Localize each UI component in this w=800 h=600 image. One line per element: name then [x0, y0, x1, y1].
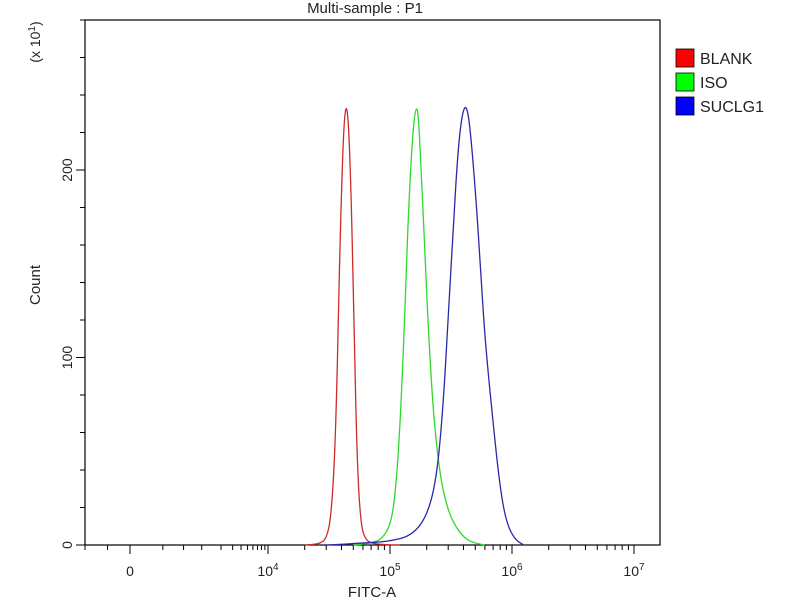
legend: BLANK ISO SUCLG1: [675, 48, 764, 116]
y-axis-multiplier-label: (x 101): [27, 21, 43, 62]
series-line-blank: [304, 108, 400, 546]
plot-frame: [84, 19, 661, 546]
y-axis-title: Count: [27, 264, 44, 305]
legend-label-suclg1: SUCLG1: [700, 99, 764, 116]
series-line-iso: [353, 108, 486, 546]
legend-swatch-blank: [675, 48, 695, 68]
y-axis-ticks: 0 100 200: [59, 19, 85, 549]
legend-swatch-iso: [675, 72, 695, 92]
chart-title: Multi-sample : P1: [307, 0, 423, 17]
x-tick-label: 104: [257, 562, 279, 579]
x-axis-ticks: 0 104 105 106 107: [84, 545, 645, 579]
y-tick-label: 200: [59, 158, 75, 182]
legend-swatch-suclg1: [675, 96, 695, 116]
x-tick-label: 106: [501, 562, 523, 579]
legend-label-blank: BLANK: [700, 51, 753, 68]
series-line-suclg1: [326, 106, 525, 546]
x-axis-title: FITC-A: [348, 584, 396, 600]
y-tick-label: 0: [59, 541, 75, 549]
x-tick-label: 107: [623, 562, 645, 579]
legend-label-iso: ISO: [700, 75, 728, 92]
series-layer: [304, 106, 525, 546]
x-tick-label: 105: [379, 562, 401, 579]
x-tick-label: 0: [126, 563, 134, 579]
y-tick-label: 100: [59, 346, 75, 370]
